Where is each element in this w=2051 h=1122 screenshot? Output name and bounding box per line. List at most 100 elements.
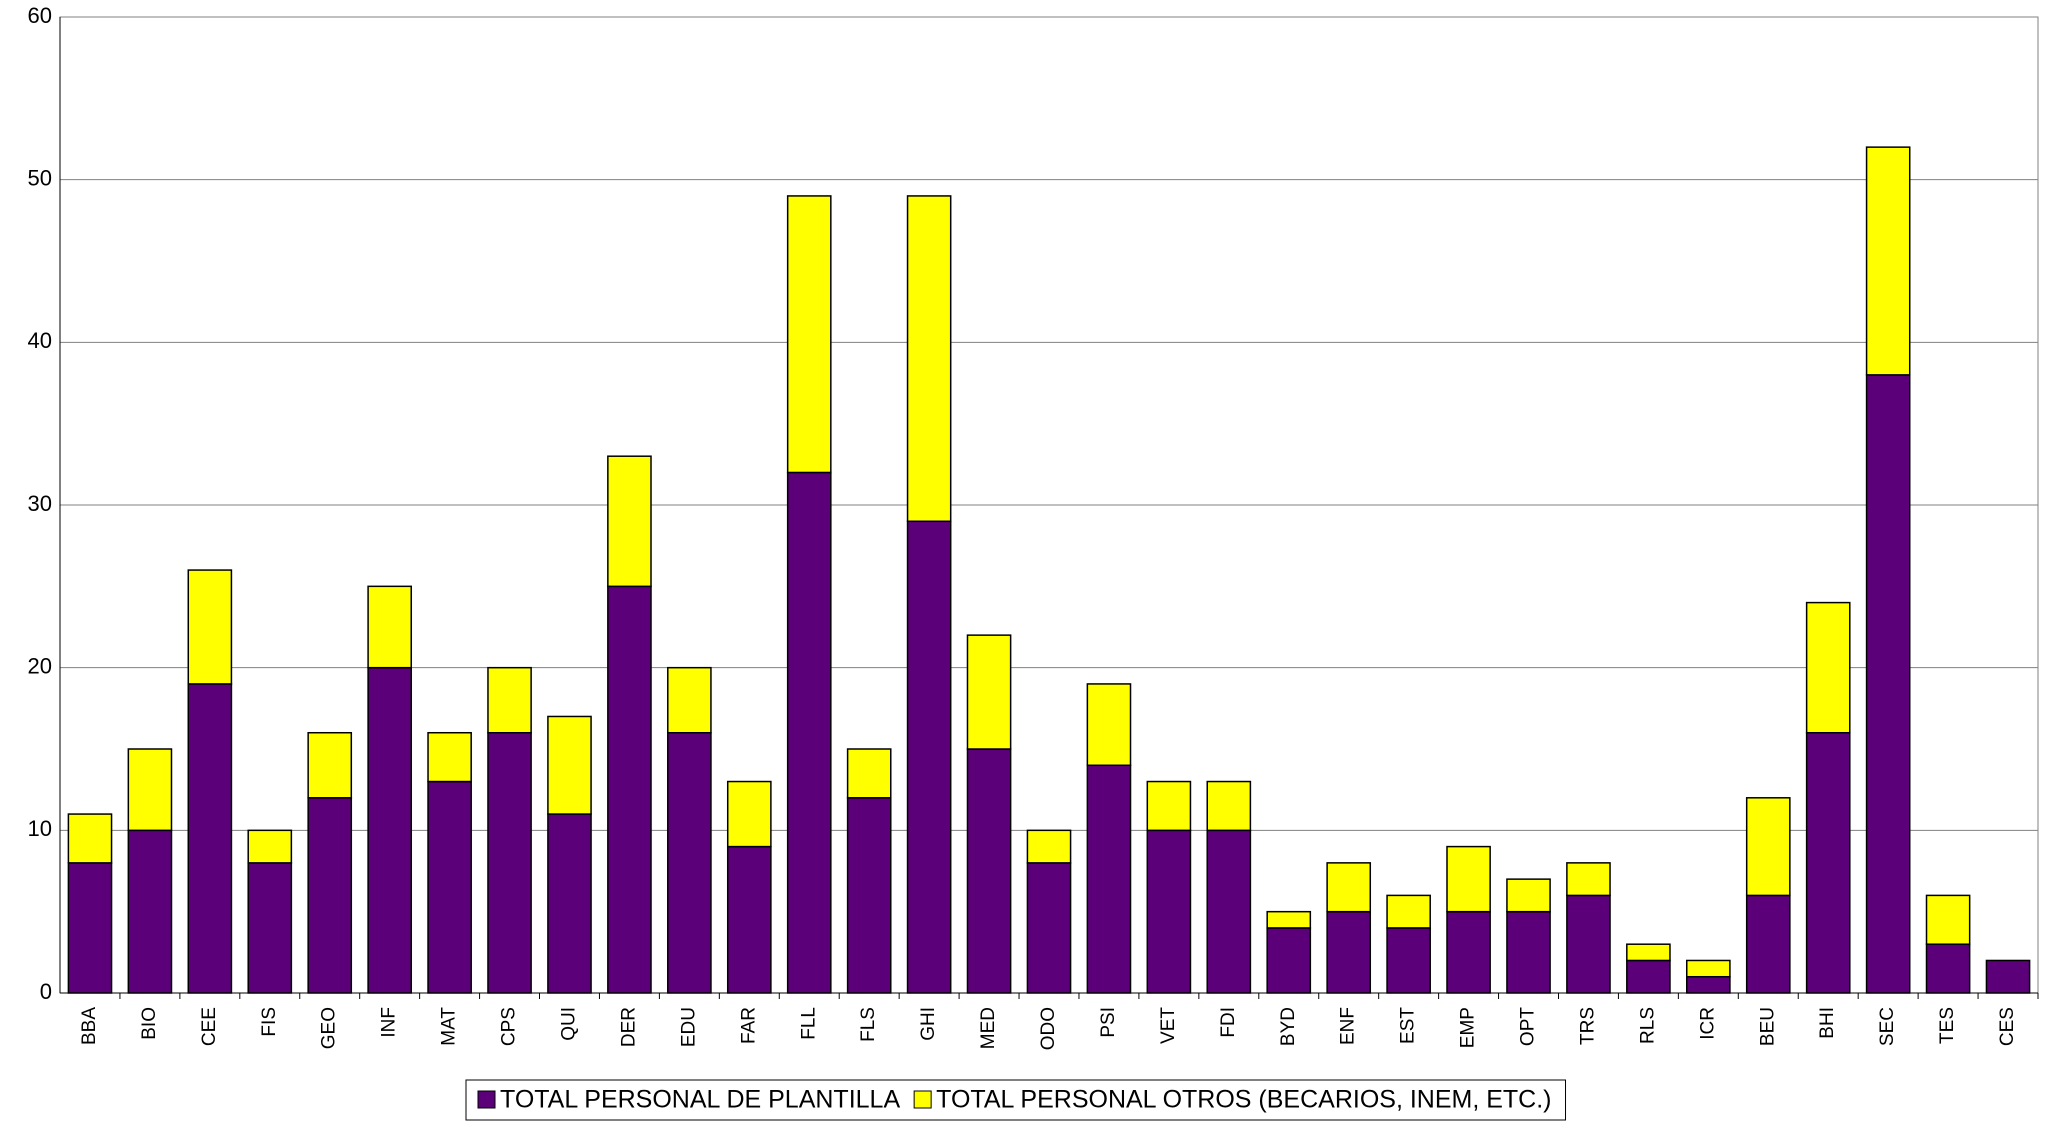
bar-segment bbox=[1326, 862, 1372, 913]
x-tick-label: QUI bbox=[559, 1007, 580, 1041]
bar-segment bbox=[1146, 780, 1192, 832]
bar-segment bbox=[1925, 943, 1971, 994]
bar-segment bbox=[547, 813, 592, 994]
bar-segment bbox=[127, 748, 173, 832]
legend-swatch bbox=[913, 1090, 932, 1109]
x-tick-label: GHI bbox=[918, 1007, 939, 1041]
bar-segment bbox=[966, 748, 1012, 994]
x-tick-label: ICR bbox=[1697, 1007, 1718, 1040]
x-tick-label: EDU bbox=[678, 1007, 699, 1047]
bar-segment bbox=[1925, 894, 1971, 945]
bar-segment bbox=[1566, 862, 1611, 897]
bar-segment bbox=[1266, 927, 1312, 994]
x-tick-label: INF bbox=[379, 1007, 400, 1038]
bar-segment bbox=[1566, 894, 1611, 994]
x-tick-label: CES bbox=[1997, 1007, 2018, 1046]
y-tick-label: 0 bbox=[40, 979, 52, 1004]
x-tick-label: GEO bbox=[319, 1007, 340, 1049]
bar-segment bbox=[67, 813, 113, 864]
x-tick-label: BHI bbox=[1817, 1007, 1838, 1039]
bar-segment bbox=[427, 731, 472, 783]
bar-segment bbox=[846, 748, 892, 799]
legend-label: TOTAL PERSONAL DE PLANTILLA bbox=[500, 1086, 900, 1114]
bar-segment bbox=[1206, 829, 1252, 994]
bar-segment bbox=[1266, 910, 1312, 929]
bar-segment bbox=[1026, 862, 1072, 994]
x-tick-label: MAT bbox=[439, 1007, 460, 1046]
y-tick-label: 50 bbox=[28, 165, 52, 190]
bar-segment bbox=[1805, 601, 1851, 734]
bar-segment bbox=[966, 634, 1012, 750]
bar-segment bbox=[1686, 975, 1731, 994]
x-tick-label: TES bbox=[1937, 1007, 1958, 1044]
bar-segment bbox=[367, 666, 412, 994]
bar-segment bbox=[667, 731, 712, 994]
y-tick-label: 40 bbox=[28, 328, 52, 353]
bar-segment bbox=[1206, 780, 1252, 832]
bar-segment bbox=[1626, 959, 1671, 994]
x-tick-label: FAR bbox=[738, 1007, 759, 1044]
y-tick-label: 20 bbox=[28, 653, 52, 678]
x-tick-label: BYD bbox=[1278, 1007, 1299, 1046]
x-tick-label: OPT bbox=[1518, 1007, 1539, 1046]
bar-segment bbox=[1686, 959, 1731, 978]
y-tick-label: 60 bbox=[28, 3, 52, 28]
x-tick-label: RLS bbox=[1637, 1007, 1658, 1044]
bar-segment bbox=[1146, 829, 1192, 994]
x-tick-label: PSI bbox=[1098, 1007, 1119, 1038]
bar-segment bbox=[667, 666, 712, 734]
bar-segment bbox=[187, 683, 233, 994]
bar-segment bbox=[906, 195, 952, 523]
bar-segment bbox=[1745, 894, 1791, 994]
bar-segment bbox=[247, 862, 293, 994]
bar-segment bbox=[726, 845, 772, 994]
x-tick-label: DER bbox=[618, 1007, 639, 1047]
bar-segment bbox=[1805, 731, 1851, 994]
bar-segment bbox=[1506, 910, 1551, 994]
x-tick-label: VET bbox=[1158, 1007, 1179, 1044]
y-tick-label: 10 bbox=[28, 816, 52, 841]
bar-segment bbox=[1086, 683, 1132, 767]
bar-segment bbox=[1985, 959, 2031, 994]
x-tick-label: BIO bbox=[139, 1007, 160, 1040]
bar-segment bbox=[367, 585, 412, 669]
x-tick-label: EST bbox=[1398, 1007, 1419, 1044]
x-tick-label: SEC bbox=[1877, 1007, 1898, 1046]
bar-segment bbox=[307, 731, 353, 799]
bar-segment bbox=[67, 862, 113, 994]
x-tick-label: ENF bbox=[1338, 1007, 1359, 1045]
bar-segment bbox=[846, 797, 892, 994]
bar-segment bbox=[247, 829, 293, 864]
bar-segment bbox=[1865, 146, 1911, 376]
bar-segment bbox=[547, 715, 592, 815]
x-tick-label: FLS bbox=[858, 1007, 879, 1042]
bar-segment bbox=[1626, 943, 1671, 962]
bar-segment bbox=[427, 780, 472, 994]
bar-segment bbox=[1865, 374, 1911, 994]
bar-segment bbox=[1745, 797, 1791, 897]
bar-segment bbox=[187, 569, 233, 685]
x-tick-label: CEE bbox=[199, 1007, 220, 1046]
bar-segment bbox=[487, 666, 532, 734]
legend-label: TOTAL PERSONAL OTROS (BECARIOS, INEM, ET… bbox=[936, 1086, 1551, 1114]
x-tick-label: ODO bbox=[1038, 1007, 1059, 1050]
x-tick-label: CPS bbox=[499, 1007, 520, 1046]
bar-segment bbox=[1446, 845, 1491, 913]
x-tick-label: FLL bbox=[798, 1007, 819, 1040]
x-tick-label: MED bbox=[978, 1007, 999, 1049]
bar-segment bbox=[726, 780, 772, 848]
bar-segment bbox=[1386, 894, 1431, 929]
x-tick-label: BEU bbox=[1757, 1007, 1778, 1046]
bar-segment bbox=[786, 471, 832, 994]
bar-segment bbox=[307, 797, 353, 994]
y-tick-label: 30 bbox=[28, 491, 52, 516]
bar-segment bbox=[1086, 764, 1132, 994]
bar-segment bbox=[1386, 927, 1431, 994]
bar-segment bbox=[786, 195, 832, 474]
bar-segment bbox=[607, 455, 652, 588]
bar-segment bbox=[1506, 878, 1551, 913]
x-tick-label: FIS bbox=[259, 1007, 280, 1037]
x-tick-label: BBA bbox=[79, 1007, 100, 1045]
x-tick-label: FDI bbox=[1218, 1007, 1239, 1038]
